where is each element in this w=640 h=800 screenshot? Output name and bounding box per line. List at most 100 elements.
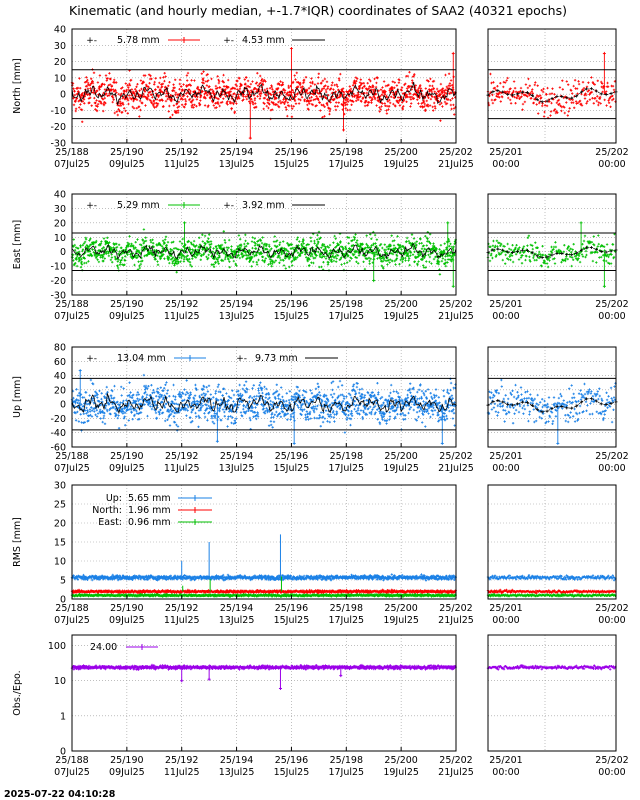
- x-tick-label: 25/202: [595, 603, 628, 614]
- x-tick-date: 00:00: [492, 767, 519, 778]
- legend-label: 5.29 mm: [117, 200, 160, 211]
- x-tick-date: 15Jul25: [274, 159, 310, 170]
- x-tick-label: 25/202: [439, 603, 472, 614]
- x-tick-label: 25/194: [220, 147, 253, 158]
- x-tick-label: 25/190: [110, 299, 143, 310]
- x-tick-date: 13Jul25: [219, 311, 255, 322]
- y-axis-label: Up [mm]: [12, 376, 23, 418]
- outlier-point: [78, 369, 82, 373]
- x-tick-date: 21Jul25: [438, 159, 474, 170]
- x-tick-date: 17Jul25: [328, 311, 364, 322]
- x-tick-date: 09Jul25: [109, 159, 145, 170]
- y-tick-label: 40: [54, 190, 66, 201]
- x-tick-label: 25/192: [165, 603, 198, 614]
- outlier-point: [451, 51, 455, 55]
- x-tick-date: 09Jul25: [109, 463, 145, 474]
- x-tick-label: 25/196: [275, 299, 308, 310]
- x-tick-label: 25/201: [489, 299, 522, 310]
- x-tick-date: 00:00: [598, 463, 625, 474]
- outlier-point: [579, 221, 583, 225]
- outlier-point: [602, 51, 606, 55]
- x-tick-label: 25/194: [220, 603, 253, 614]
- x-tick-label: 25/202: [439, 451, 472, 462]
- outlier-point: [215, 439, 219, 443]
- y-tick-label: -30: [50, 139, 66, 150]
- y-tick-label: -20: [50, 276, 66, 287]
- y-tick-label: 5: [60, 576, 66, 587]
- y-tick-label: 20: [54, 57, 66, 68]
- y-tick-label: 0: [60, 747, 66, 758]
- x-tick-label: 25/192: [165, 299, 198, 310]
- x-tick-date: 11Jul25: [164, 463, 200, 474]
- x-tick-date: 00:00: [598, 615, 625, 626]
- outlier-point: [451, 284, 455, 288]
- x-tick-label: 25/194: [220, 451, 253, 462]
- x-tick-label: 25/190: [110, 147, 143, 158]
- x-tick-label: 25/192: [165, 451, 198, 462]
- y-tick-label: 20: [54, 519, 66, 530]
- x-tick-label: 25/201: [489, 147, 522, 158]
- x-tick-label: 25/200: [384, 603, 417, 614]
- outlier-point: [342, 128, 346, 132]
- x-tick-date: 17Jul25: [328, 767, 364, 778]
- x-tick-date: 00:00: [598, 767, 625, 778]
- y-tick-label: 0: [60, 400, 66, 411]
- x-tick-date: 17Jul25: [328, 159, 364, 170]
- plot-frame-zoom: [487, 634, 617, 752]
- legend-marker-text: +-: [86, 201, 97, 211]
- outlier-point: [248, 136, 252, 140]
- x-tick-date: 13Jul25: [219, 159, 255, 170]
- x-tick-date: 13Jul25: [219, 767, 255, 778]
- x-tick-label: 25/202: [439, 147, 472, 158]
- panel-up: Up [mm] -60 -40 -20 0 20 40 60 80 +- 13.04 mm +- 9.7…: [12, 343, 629, 475]
- outlier-point: [289, 47, 293, 51]
- outlier-point: [182, 221, 186, 225]
- x-tick-date: 11Jul25: [164, 159, 200, 170]
- plot-frame: [71, 28, 457, 144]
- x-tick-label: 25/188: [55, 299, 88, 310]
- y-tick-label: 40: [54, 371, 66, 382]
- x-tick-label: 25/188: [55, 755, 88, 766]
- legend-marker-text: +-: [86, 354, 97, 364]
- legend-label: North:: [92, 505, 122, 516]
- x-tick-label: 25/201: [489, 755, 522, 766]
- panel-rms: RMS [mm] 0 5 10 15 20 25 30 Up: 5.65 mm North: 1.96…: [12, 481, 629, 627]
- y-tick-label: 1: [60, 711, 66, 722]
- outlier-point: [207, 677, 211, 681]
- x-tick-label: 25/202: [595, 451, 628, 462]
- x-tick-date: 07Jul25: [54, 311, 90, 322]
- outlier-point: [372, 279, 376, 283]
- outlier-point: [602, 284, 606, 288]
- x-tick-date: 15Jul25: [274, 767, 310, 778]
- x-tick-label: 25/196: [275, 451, 308, 462]
- median-point: [575, 94, 579, 98]
- x-tick-date: 00:00: [492, 463, 519, 474]
- obs-points-zoom: [486, 664, 617, 671]
- x-tick-date: 11Jul25: [164, 615, 200, 626]
- y-tick-label: 10: [54, 73, 66, 84]
- rms-points-up: [70, 573, 457, 582]
- x-tick-date: 21Jul25: [438, 311, 474, 322]
- y-axis-label: North [mm]: [12, 58, 23, 114]
- x-tick-label: 25/202: [439, 755, 472, 766]
- plot-frame-zoom: [487, 193, 617, 296]
- x-tick-date: 21Jul25: [438, 463, 474, 474]
- plot-frame-zoom: [487, 484, 617, 600]
- x-tick-date: 00:00: [598, 311, 625, 322]
- x-tick-date: 21Jul25: [438, 615, 474, 626]
- plot-frame: [71, 484, 457, 600]
- median-point: [530, 404, 534, 408]
- kinematic-points-zoom: [486, 72, 617, 120]
- legend-marker-text: +-: [86, 36, 97, 46]
- legend-swatch-marker: [139, 644, 145, 650]
- y-tick-label: 100: [48, 641, 66, 652]
- y-tick-label: 30: [54, 41, 66, 52]
- x-tick-date: 13Jul25: [219, 615, 255, 626]
- x-tick-date: 19Jul25: [383, 311, 419, 322]
- x-tick-date: 15Jul25: [274, 311, 310, 322]
- y-tick-label: -10: [50, 106, 66, 117]
- x-tick-label: 25/201: [489, 451, 522, 462]
- y-tick-label: -20: [50, 122, 66, 133]
